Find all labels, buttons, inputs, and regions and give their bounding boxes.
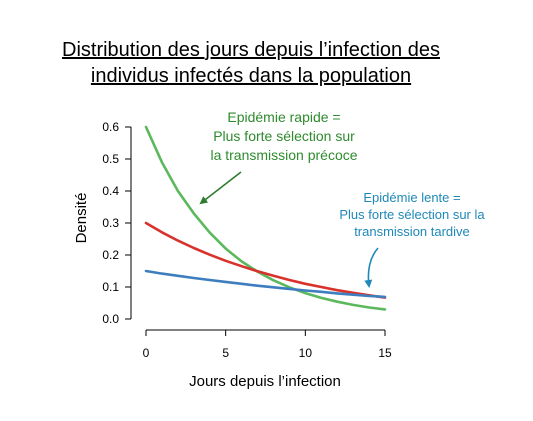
annotation-fast-line-1: Epidémie rapide = <box>227 109 340 125</box>
y-tick-label: 0.2 <box>102 248 119 262</box>
series-line-1 <box>144 125 387 311</box>
y-tick-label: 0.5 <box>102 152 119 166</box>
annotation-fast-line-2: Plus forte sélection sur <box>213 128 355 144</box>
x-tick-label: 15 <box>378 346 392 360</box>
x-tick-label: 5 <box>222 346 229 360</box>
series-group <box>144 125 387 311</box>
series-line-2 <box>144 221 387 299</box>
annotation-fast-arrow <box>199 171 242 205</box>
y-tick-label: 0.6 <box>102 120 119 134</box>
annotation-fast: Epidémie rapide = Plus forte sélection s… <box>199 109 358 205</box>
annotation-slow-line-3: transmission tardive <box>354 224 470 239</box>
y-tick-label: 0.4 <box>102 184 119 198</box>
annotation-fast-line-3: la transmission précoce <box>210 147 357 163</box>
x-axis-label: Jours depuis l’infection <box>189 373 341 390</box>
annotation-slow: Epidémie lente = Plus forte sélection su… <box>339 190 485 288</box>
y-tick-label: 0.3 <box>102 216 119 230</box>
chart-title-line-2: individus infectés dans la population <box>91 65 411 87</box>
chart-title-line-1: Distribution des jours depuis l’infectio… <box>62 39 440 61</box>
y-axis-label: Densité <box>73 193 90 244</box>
series-line-3 <box>144 269 387 299</box>
x-tick-label: 10 <box>299 346 313 360</box>
y-tick-label: 0.1 <box>102 280 119 294</box>
annotation-slow-line-2: Plus forte sélection sur la <box>339 207 485 222</box>
annotation-slow-line-1: Epidémie lente = <box>363 190 460 205</box>
y-tick-label: 0.0 <box>102 312 119 326</box>
annotation-slow-arrow <box>364 247 379 288</box>
axes: 0.0 0.1 0.2 0.3 0.4 0.5 0.6 0 5 10 15 <box>102 120 392 360</box>
x-tick-label: 0 <box>143 346 150 360</box>
